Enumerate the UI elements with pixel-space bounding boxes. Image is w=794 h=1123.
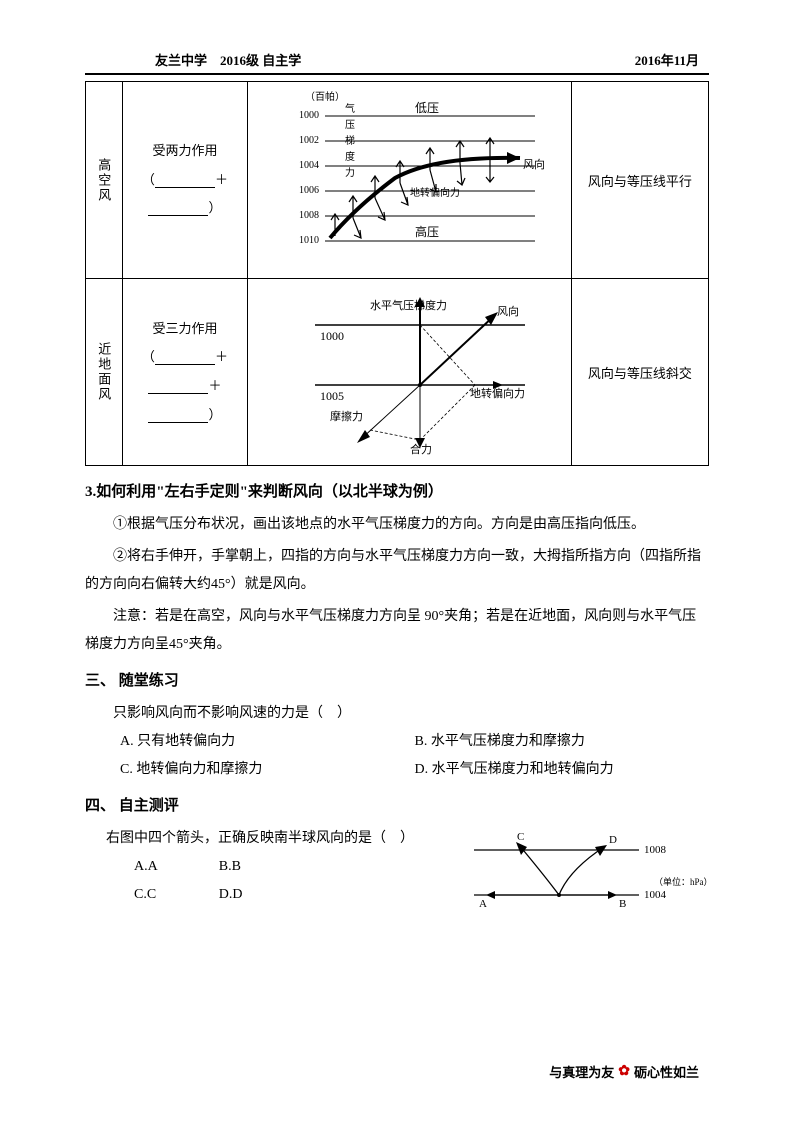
test-title: 四、 自主测评 (85, 794, 709, 815)
test-options: A.A B.B C.C D.D (85, 853, 459, 909)
section3-p1: ①根据气压分布状况，画出该地点的水平气压梯度力的方向。方向是由高压指向低压。 (85, 511, 709, 539)
flower-icon: ✿ (618, 1063, 630, 1080)
practice-title: 三、 随堂练习 (85, 669, 709, 690)
svg-text:1004: 1004 (299, 160, 319, 171)
test-option-b: B.B (205, 853, 290, 881)
table-row: 近地面风 受三力作用 （＋ ＋ ） 1000 1005 (86, 279, 709, 466)
option-c: C. 地转偏向力和摩擦力 (120, 756, 415, 784)
svg-text:力: 力 (345, 166, 355, 179)
row2-result: 风向与等压线斜交 (571, 279, 708, 466)
test-wrap: 右图中四个箭头，正确反映南半球风向的是（ ） A.A B.B C.C D.D 1… (85, 825, 709, 925)
header-right: 2016年11月 (635, 50, 699, 69)
svg-text:风向: 风向 (497, 304, 519, 318)
header-left: 友兰中学 2016级 自主学 (155, 50, 301, 69)
test-option-d: D.D (205, 881, 290, 909)
practice-options: A. 只有地转偏向力 B. 水平气压梯度力和摩擦力 C. 地转偏向力和摩擦力 D… (85, 728, 709, 784)
svg-text:1008: 1008 (299, 210, 319, 221)
svg-text:（百帕）: （百帕） (305, 90, 345, 103)
test-diagram-wrap: 1008 1004 （单位：hPa） A B C D (459, 825, 709, 925)
practice-question: 只影响风向而不影响风速的力是（ ） (85, 700, 709, 728)
row1-label: 高空风 (86, 82, 123, 279)
test-diagram: 1008 1004 （单位：hPa） A B C D (459, 825, 709, 920)
svg-text:风向: 风向 (523, 157, 545, 171)
svg-text:地转偏向力: 地转偏向力 (470, 386, 525, 400)
table-row: 高空风 受两力作用 （＋ ） （百帕） 1000 1002 1004 1006 … (86, 82, 709, 279)
svg-text:C: C (517, 831, 524, 843)
svg-text:D: D (609, 834, 617, 846)
surface-wind-diagram: 1000 1005 (275, 285, 545, 455)
svg-text:高压: 高压 (415, 224, 439, 239)
test-option-c: C.C (120, 881, 205, 909)
section3-title: 3.如何利用"左右手定则"来判断风向（以北半球为例） (85, 480, 709, 501)
svg-text:压: 压 (345, 119, 355, 131)
option-d: D. 水平气压梯度力和地转偏向力 (415, 756, 710, 784)
section3-p2: ②将右手伸开，手掌朝上，四指的方向与水平气压梯度力方向一致，大拇指所指方向（四指… (85, 543, 709, 599)
svg-text:1004: 1004 (644, 889, 667, 901)
svg-text:气: 气 (345, 102, 355, 115)
page-footer: 与真理为友 ✿ 砺心性如兰 (549, 1062, 699, 1081)
row2-forces-title: 受三力作用 (129, 315, 242, 344)
row2-label: 近地面风 (86, 279, 123, 466)
row1-forces-title: 受两力作用 (129, 137, 242, 166)
page-header: 友兰中学 2016级 自主学 2016年11月 (85, 50, 709, 75)
option-b: B. 水平气压梯度力和摩擦力 (415, 728, 710, 756)
svg-text:1000: 1000 (320, 329, 344, 343)
svg-text:（单位：hPa）: （单位：hPa） (654, 876, 709, 887)
svg-text:水平气压梯度力: 水平气压梯度力 (370, 298, 447, 312)
row1-forces: 受两力作用 （＋ ） (122, 82, 248, 279)
row1-diagram: （百帕） 1000 1002 1004 1006 1008 1010 (248, 82, 572, 279)
row1-forces-blanks: （＋ (129, 166, 242, 195)
svg-text:1010: 1010 (299, 235, 319, 246)
footer-left: 与真理为友 (549, 1062, 614, 1081)
test-question: 右图中四个箭头，正确反映南半球风向的是（ ） (85, 825, 459, 853)
row2-forces: 受三力作用 （＋ ＋ ） (122, 279, 248, 466)
row1-forces-blanks2: ） (129, 194, 242, 223)
section3-p3: 注意：若是在高空，风向与水平气压梯度力方向呈 90°夹角；若是在近地面，风向则与… (85, 603, 709, 659)
svg-text:B: B (619, 898, 626, 910)
wind-table: 高空风 受两力作用 （＋ ） （百帕） 1000 1002 1004 1006 … (85, 81, 709, 466)
svg-text:低压: 低压 (415, 101, 439, 115)
svg-text:A: A (479, 898, 487, 910)
high-altitude-diagram: （百帕） 1000 1002 1004 1006 1008 1010 (275, 88, 545, 268)
test-left: 右图中四个箭头，正确反映南半球风向的是（ ） A.A B.B C.C D.D (85, 825, 459, 925)
row2-diagram: 1000 1005 (248, 279, 572, 466)
test-option-a: A.A (120, 853, 205, 881)
svg-text:地转偏向力: 地转偏向力 (410, 186, 460, 199)
svg-text:度: 度 (345, 150, 355, 163)
svg-text:梯: 梯 (345, 134, 355, 147)
option-a: A. 只有地转偏向力 (120, 728, 415, 756)
svg-text:1005: 1005 (320, 389, 344, 403)
row1-result: 风向与等压线平行 (571, 82, 708, 279)
svg-text:合力: 合力 (410, 442, 432, 455)
svg-text:1000: 1000 (299, 110, 319, 121)
svg-text:摩擦力: 摩擦力 (330, 409, 363, 423)
svg-text:1006: 1006 (299, 185, 319, 196)
footer-right: 砺心性如兰 (634, 1062, 699, 1081)
svg-text:1008: 1008 (644, 844, 667, 856)
svg-text:1002: 1002 (299, 135, 319, 146)
